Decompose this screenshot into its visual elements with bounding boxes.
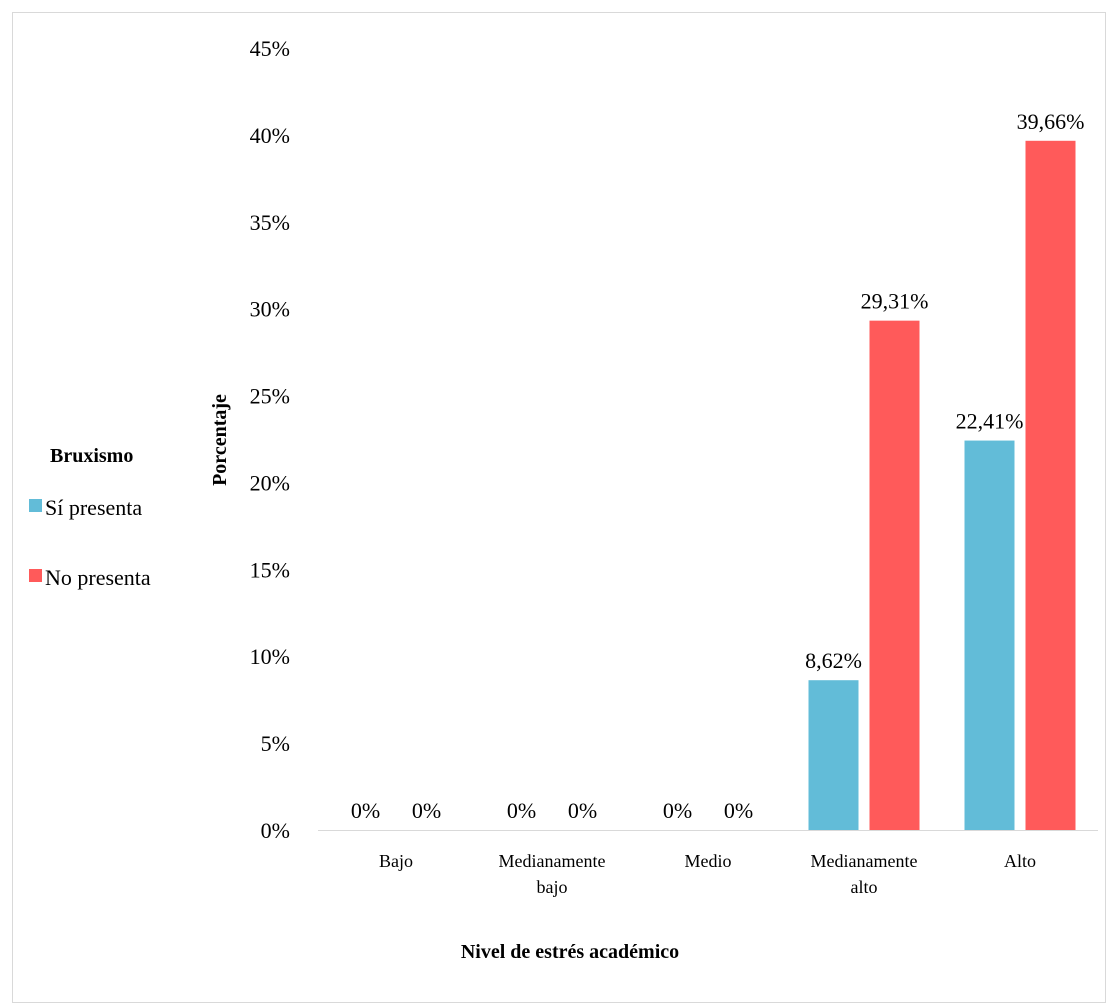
data-label: 0% [663, 798, 692, 823]
y-tick-label: 30% [250, 297, 290, 322]
data-label: 0% [351, 798, 380, 823]
y-tick-label: 25% [250, 384, 290, 409]
bar-si-presenta [808, 680, 859, 830]
y-tick-label: 15% [250, 557, 290, 582]
y-tick-label: 40% [250, 123, 290, 148]
x-tick-label: Medianamente [811, 851, 918, 871]
legend-swatch-si-presenta [29, 499, 42, 512]
legend-label: No presenta [45, 565, 151, 590]
legend-title: Bruxismo [50, 445, 133, 467]
bar-si-presenta [964, 440, 1015, 830]
y-tick-label: 20% [250, 470, 290, 495]
x-tick-label: Medianamente [499, 851, 606, 871]
legend-swatch-no-presenta [29, 569, 42, 582]
data-label: 0% [568, 798, 597, 823]
y-axis-title: Porcentaje [209, 394, 231, 486]
x-axis: Bajo Medianamente bajo Medio Medianamente alt… [318, 830, 1098, 897]
data-label: 0% [724, 798, 753, 823]
x-tick-label: Bajo [379, 851, 413, 871]
x-axis-title: Nivel de estrés académico [461, 941, 679, 963]
x-tick-label: alto [851, 877, 878, 897]
x-tick-label: Alto [1004, 851, 1036, 871]
data-label: 0% [412, 798, 441, 823]
y-tick-label: 10% [250, 644, 290, 669]
data-label: 8,62% [805, 648, 862, 673]
y-tick-label: 5% [261, 731, 290, 756]
chart-frame [12, 12, 1106, 1003]
x-tick-label: bajo [537, 877, 568, 897]
bar-no-presenta [869, 320, 920, 830]
data-label: 22,41% [956, 409, 1024, 434]
legend: Bruxismo Sí presenta No presenta [29, 445, 151, 590]
bar-no-presenta [1025, 140, 1076, 830]
bars: 0% 0% 0% 0% 0% 0% 8,62% 29,31% 22,41% 39,66% [351, 109, 1085, 830]
y-tick-label: 0% [261, 818, 290, 843]
y-tick-label: 35% [250, 210, 290, 235]
y-tick-label: 45% [250, 36, 290, 61]
data-label: 39,66% [1017, 109, 1085, 134]
y-axis: 0% 5% 10% 15% 20% 25% 30% 35% 40% 45% [250, 36, 290, 843]
x-tick-label: Medio [685, 851, 732, 871]
legend-label: Sí presenta [45, 495, 142, 520]
data-label: 0% [507, 798, 536, 823]
data-label: 29,31% [861, 289, 929, 314]
